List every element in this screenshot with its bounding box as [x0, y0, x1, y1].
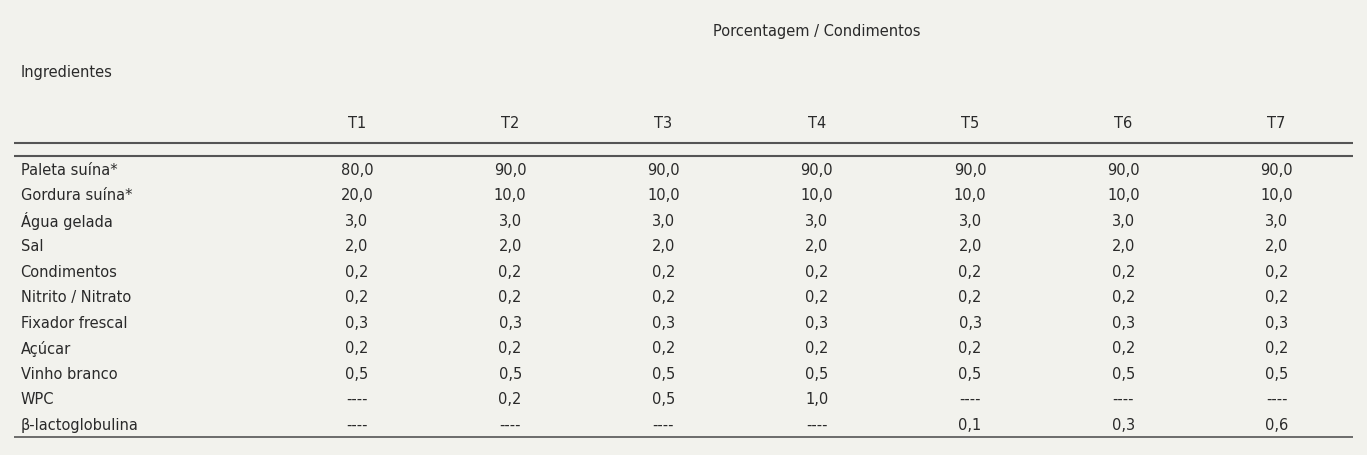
Text: 0,5: 0,5 — [346, 366, 369, 381]
Text: 0,2: 0,2 — [652, 340, 675, 355]
Text: 0,5: 0,5 — [805, 366, 828, 381]
Text: 90,0: 90,0 — [1107, 162, 1140, 177]
Text: T2: T2 — [500, 116, 519, 130]
Text: Porcentagem / Condimentos: Porcentagem / Condimentos — [714, 25, 920, 39]
Text: 2,0: 2,0 — [499, 238, 522, 253]
Text: 0,2: 0,2 — [499, 340, 522, 355]
Text: 90,0: 90,0 — [954, 162, 987, 177]
Text: T4: T4 — [808, 116, 826, 130]
Text: 3,0: 3,0 — [805, 213, 828, 228]
Text: 0,2: 0,2 — [958, 289, 982, 304]
Text: 0,2: 0,2 — [958, 264, 982, 279]
Text: 90,0: 90,0 — [1260, 162, 1293, 177]
Text: 0,5: 0,5 — [958, 366, 982, 381]
Text: 0,2: 0,2 — [499, 289, 522, 304]
Text: 3,0: 3,0 — [1111, 213, 1135, 228]
Text: 3,0: 3,0 — [958, 213, 982, 228]
Text: 0,2: 0,2 — [1264, 289, 1288, 304]
Text: 90,0: 90,0 — [647, 162, 679, 177]
Text: Ingredientes: Ingredientes — [21, 66, 112, 80]
Text: T3: T3 — [655, 116, 673, 130]
Text: Sal: Sal — [21, 238, 42, 253]
Text: 0,3: 0,3 — [346, 315, 369, 330]
Text: 2,0: 2,0 — [1111, 238, 1135, 253]
Text: 3,0: 3,0 — [346, 213, 369, 228]
Text: 20,0: 20,0 — [340, 187, 373, 202]
Text: 0,3: 0,3 — [1111, 417, 1135, 431]
Text: 10,0: 10,0 — [801, 187, 833, 202]
Text: 0,2: 0,2 — [499, 264, 522, 279]
Text: ----: ---- — [652, 417, 674, 431]
Text: 0,5: 0,5 — [1264, 366, 1288, 381]
Text: 0,2: 0,2 — [805, 264, 828, 279]
Text: 3,0: 3,0 — [1264, 213, 1288, 228]
Text: 10,0: 10,0 — [1260, 187, 1293, 202]
Text: 0,2: 0,2 — [652, 264, 675, 279]
Text: Nitrito / Nitrato: Nitrito / Nitrato — [21, 289, 131, 304]
Text: 10,0: 10,0 — [493, 187, 526, 202]
Text: Paleta suína*: Paleta suína* — [21, 162, 118, 177]
Text: 2,0: 2,0 — [805, 238, 828, 253]
Text: 0,2: 0,2 — [1264, 340, 1288, 355]
Text: 0,2: 0,2 — [346, 264, 369, 279]
Text: 0,5: 0,5 — [652, 366, 675, 381]
Text: Água gelada: Água gelada — [21, 212, 112, 230]
Text: 0,2: 0,2 — [805, 289, 828, 304]
Text: Fixador frescal: Fixador frescal — [21, 315, 127, 330]
Text: WPC: WPC — [21, 391, 55, 406]
Text: 0,2: 0,2 — [1111, 289, 1135, 304]
Text: 0,2: 0,2 — [346, 340, 369, 355]
Text: Condimentos: Condimentos — [21, 264, 118, 279]
Text: 0,2: 0,2 — [805, 340, 828, 355]
Text: 2,0: 2,0 — [958, 238, 982, 253]
Text: 0,2: 0,2 — [346, 289, 369, 304]
Text: 90,0: 90,0 — [801, 162, 833, 177]
Text: 0,2: 0,2 — [958, 340, 982, 355]
Text: Açúcar: Açúcar — [21, 340, 71, 356]
Text: 2,0: 2,0 — [652, 238, 675, 253]
Text: 0,3: 0,3 — [958, 315, 982, 330]
Text: 2,0: 2,0 — [346, 238, 369, 253]
Text: 80,0: 80,0 — [340, 162, 373, 177]
Text: 3,0: 3,0 — [652, 213, 675, 228]
Text: 1,0: 1,0 — [805, 391, 828, 406]
Text: β-lactoglobulina: β-lactoglobulina — [21, 417, 138, 431]
Text: 0,5: 0,5 — [1111, 366, 1135, 381]
Text: ----: ---- — [807, 417, 827, 431]
Text: 0,2: 0,2 — [1111, 340, 1135, 355]
Text: 3,0: 3,0 — [499, 213, 522, 228]
Text: 0,3: 0,3 — [805, 315, 828, 330]
Text: 0,5: 0,5 — [499, 366, 522, 381]
Text: ----: ---- — [346, 417, 368, 431]
Text: 0,2: 0,2 — [1111, 264, 1135, 279]
Text: 0,3: 0,3 — [652, 315, 675, 330]
Text: T7: T7 — [1267, 116, 1286, 130]
Text: Gordura suína*: Gordura suína* — [21, 187, 133, 202]
Text: T1: T1 — [347, 116, 366, 130]
Text: 0,3: 0,3 — [1264, 315, 1288, 330]
Text: 90,0: 90,0 — [493, 162, 526, 177]
Text: ----: ---- — [1113, 391, 1135, 406]
Text: 10,0: 10,0 — [954, 187, 987, 202]
Text: 0,2: 0,2 — [1264, 264, 1288, 279]
Text: ----: ---- — [499, 417, 521, 431]
Text: 0,6: 0,6 — [1264, 417, 1288, 431]
Text: T6: T6 — [1114, 116, 1132, 130]
Text: 0,1: 0,1 — [958, 417, 982, 431]
Text: 0,5: 0,5 — [652, 391, 675, 406]
Text: 10,0: 10,0 — [1107, 187, 1140, 202]
Text: 2,0: 2,0 — [1264, 238, 1288, 253]
Text: ----: ---- — [960, 391, 982, 406]
Text: T5: T5 — [961, 116, 979, 130]
Text: ----: ---- — [1266, 391, 1288, 406]
Text: ----: ---- — [346, 391, 368, 406]
Text: 10,0: 10,0 — [647, 187, 679, 202]
Text: Vinho branco: Vinho branco — [21, 366, 118, 381]
Text: 0,3: 0,3 — [1111, 315, 1135, 330]
Text: 0,2: 0,2 — [652, 289, 675, 304]
Text: 0,2: 0,2 — [499, 391, 522, 406]
Text: 0,3: 0,3 — [499, 315, 522, 330]
